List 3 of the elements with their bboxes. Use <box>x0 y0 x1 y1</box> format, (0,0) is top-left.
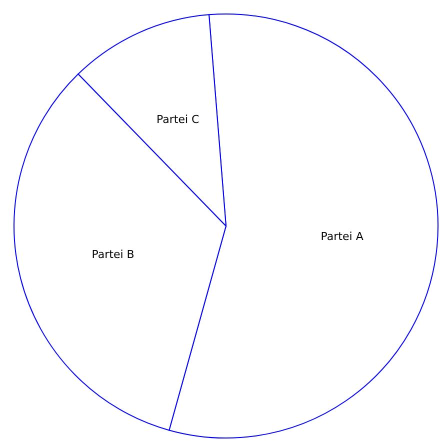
slice-label: Partei B <box>92 248 134 261</box>
slice-label: Partei A <box>320 230 364 244</box>
slice-label: Partei C <box>156 112 200 126</box>
